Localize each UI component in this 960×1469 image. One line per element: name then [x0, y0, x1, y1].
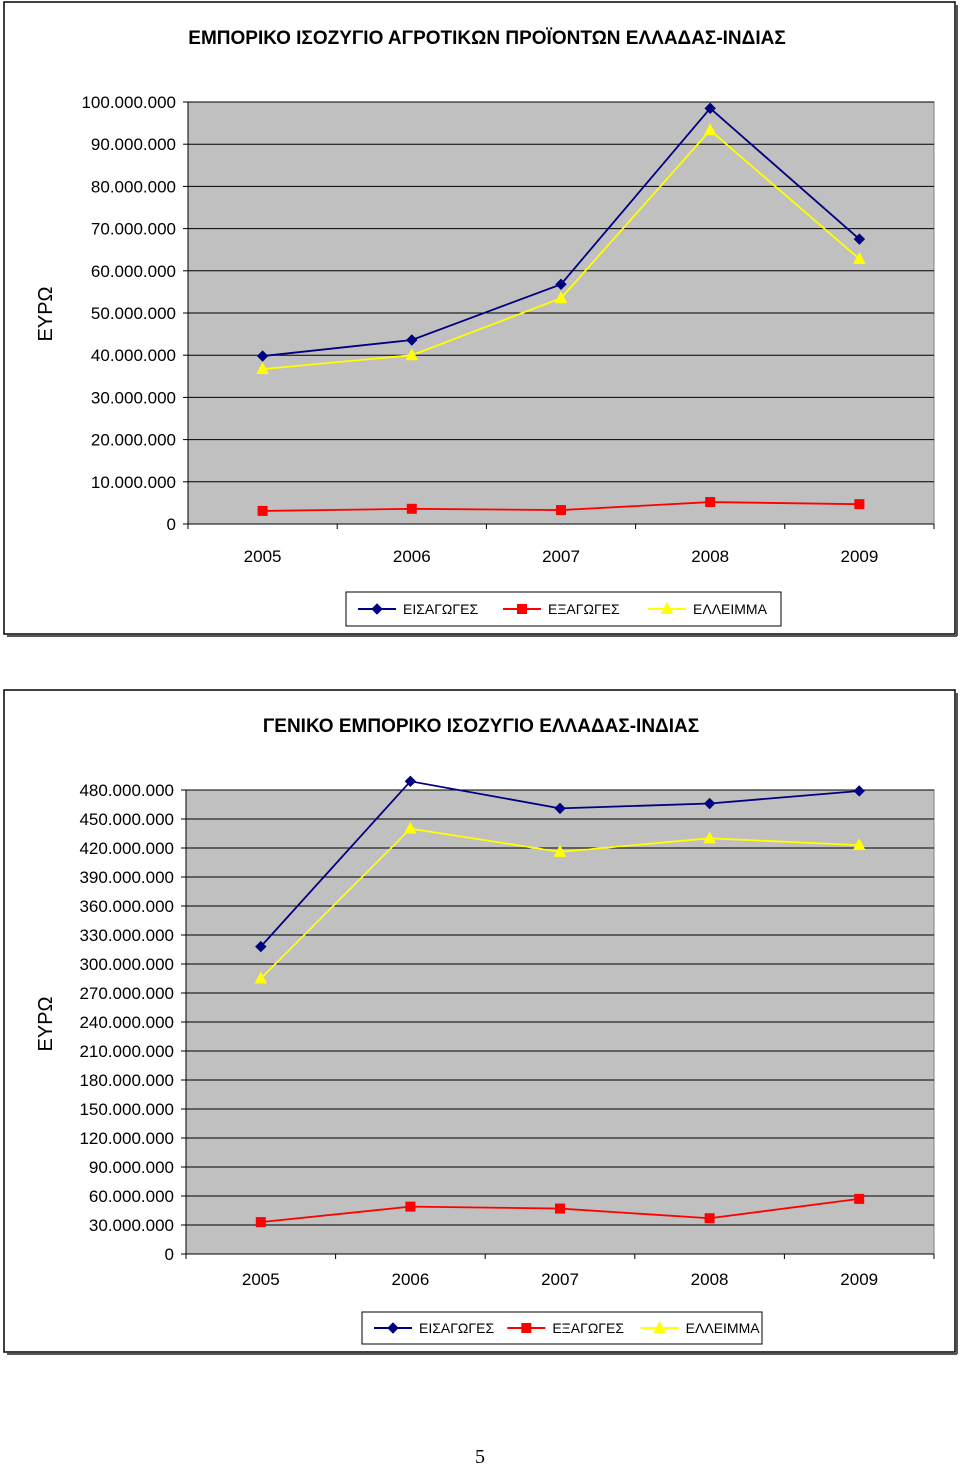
data-point — [555, 1203, 565, 1214]
legend-marker — [517, 604, 527, 614]
x-tick-label: 2006 — [391, 1270, 429, 1289]
data-point — [404, 821, 417, 834]
data-point — [405, 1201, 416, 1212]
x-tick-label: 2005 — [244, 547, 282, 566]
data-point — [405, 348, 419, 361]
chart-title: ΓΕΝΙΚΟ ΕΜΠΟΡΙΚΟ ΙΣΟΖΥΓΙΟ ΕΛΛΑΔΑΣ-ΙΝΔΙΑΣ — [263, 716, 699, 737]
chart-title: ΕΜΠΟΡΙΚΟ ΙΣΟΖΥΓΙΟ ΑΓΡΟΤΙΚΩΝ ΠΡΟΪΟΝΤΩΝ ΕΛ… — [188, 28, 785, 49]
legend-box — [345, 591, 782, 627]
y-axis-label: ΕΥΡΩ — [35, 286, 57, 341]
page-number: 5 — [475, 1446, 485, 1468]
data-point — [256, 350, 269, 362]
legend-label: ΕΙΣΑΓΩΓΕΣ — [419, 1320, 494, 1336]
legend-label: ΕΛΛΕΙΜΜΑ — [693, 601, 768, 617]
y-tick-label: 270.000.000 — [79, 984, 174, 1003]
legend-label: ΕΞΑΓΩΓΕΣ — [548, 601, 620, 617]
agricultural-trade-balance-chart: ΕΜΠΟΡΙΚΟ ΙΣΟΖΥΓΙΟ ΑΓΡΟΤΙΚΩΝ ΠΡΟΪΟΝΤΩΝ ΕΛ… — [3, 1, 958, 637]
x-tick-label: 2007 — [542, 547, 580, 566]
y-tick-label: 330.000.000 — [79, 926, 174, 945]
y-tick-label: 240.000.000 — [79, 1013, 174, 1032]
legend-marker — [660, 601, 674, 614]
data-point — [704, 1213, 715, 1224]
data-point — [555, 278, 567, 291]
data-point — [554, 802, 566, 815]
y-tick-label: 420.000.000 — [79, 839, 174, 858]
data-point — [853, 251, 866, 264]
y-tick-label: 60.000.000 — [91, 262, 176, 281]
data-point — [256, 362, 269, 375]
legend-label: ΕΙΣΑΓΩΓΕΣ — [403, 601, 478, 617]
legend: ΕΙΣΑΓΩΓΕΣ ΕΞΑΓΩΓΕΣ ΕΛΛΕΙΜΜΑ — [361, 1311, 763, 1345]
y-tick-label: 300.000.000 — [79, 955, 174, 974]
y-tick-label: 390.000.000 — [79, 868, 174, 887]
data-point — [257, 505, 268, 516]
data-point — [254, 971, 268, 984]
legend-label: ΕΛΛΕΙΜΜΑ — [686, 1320, 761, 1336]
y-tick-label: 80.000.000 — [91, 177, 176, 196]
data-point — [255, 940, 267, 953]
y-tick-label: 180.000.000 — [79, 1071, 174, 1090]
data-point — [852, 838, 866, 851]
general-trade-balance-chart: ΓΕΝΙΚΟ ΕΜΠΟΡΙΚΟ ΙΣΟΖΥΓΙΟ ΕΛΛΑΔΑΣ-ΙΝΔΙΑΣ Ε… — [3, 689, 958, 1355]
data-point — [854, 1193, 865, 1204]
y-tick-label: 150.000.000 — [79, 1100, 174, 1119]
y-tick-label: 360.000.000 — [79, 897, 174, 916]
y-tick-label: 60.000.000 — [89, 1187, 174, 1206]
data-point — [854, 499, 865, 510]
x-tick-label: 2009 — [840, 1270, 878, 1289]
x-tick-label: 2008 — [691, 1270, 729, 1289]
y-tick-label: 20.000.000 — [91, 431, 176, 450]
legend-marker — [387, 1322, 399, 1334]
y-tick-label: 90.000.000 — [91, 135, 176, 154]
data-point — [404, 775, 417, 788]
data-point — [406, 503, 417, 514]
y-axis-label: ΕΥΡΩ — [35, 996, 57, 1051]
y-tick-label: 0 — [167, 515, 176, 534]
data-point — [703, 797, 716, 810]
y-tick-label: 100.000.000 — [81, 93, 176, 112]
data-point — [704, 102, 716, 115]
data-point — [255, 1217, 266, 1228]
y-tick-label: 70.000.000 — [91, 220, 176, 239]
y-tick-label: 40.000.000 — [91, 346, 176, 365]
y-tick-label: 480.000.000 — [79, 781, 174, 800]
legend-box — [361, 1311, 763, 1345]
y-tick-label: 50.000.000 — [91, 304, 176, 323]
x-tick-label: 2008 — [691, 547, 729, 566]
x-tick-label: 2007 — [541, 1270, 579, 1289]
y-tick-label: 0 — [165, 1245, 174, 1264]
legend-label: ΕΞΑΓΩΓΕΣ — [552, 1320, 624, 1336]
data-point — [853, 233, 866, 245]
legend-marker — [653, 1320, 666, 1333]
data-point — [703, 123, 717, 136]
data-point — [703, 831, 716, 844]
y-tick-label: 450.000.000 — [79, 810, 174, 829]
y-tick-label: 30.000.000 — [91, 388, 176, 407]
legend-marker — [371, 603, 383, 615]
data-point — [705, 497, 716, 508]
legend-marker — [521, 1323, 532, 1333]
y-tick-label: 90.000.000 — [89, 1158, 174, 1177]
y-tick-label: 30.000.000 — [89, 1216, 174, 1235]
data-point — [853, 785, 865, 797]
y-tick-label: 120.000.000 — [79, 1129, 174, 1148]
legend: ΕΙΣΑΓΩΓΕΣ ΕΞΑΓΩΓΕΣ ΕΛΛΕΙΜΜΑ — [345, 591, 782, 627]
data-point — [556, 505, 566, 516]
x-tick-label: 2009 — [840, 547, 878, 566]
data-point — [406, 334, 418, 346]
y-tick-label: 10.000.000 — [91, 473, 176, 492]
x-tick-label: 2005 — [242, 1270, 280, 1289]
y-tick-label: 210.000.000 — [79, 1042, 174, 1061]
data-point — [553, 844, 567, 857]
data-point — [554, 291, 568, 304]
x-tick-label: 2006 — [393, 547, 431, 566]
